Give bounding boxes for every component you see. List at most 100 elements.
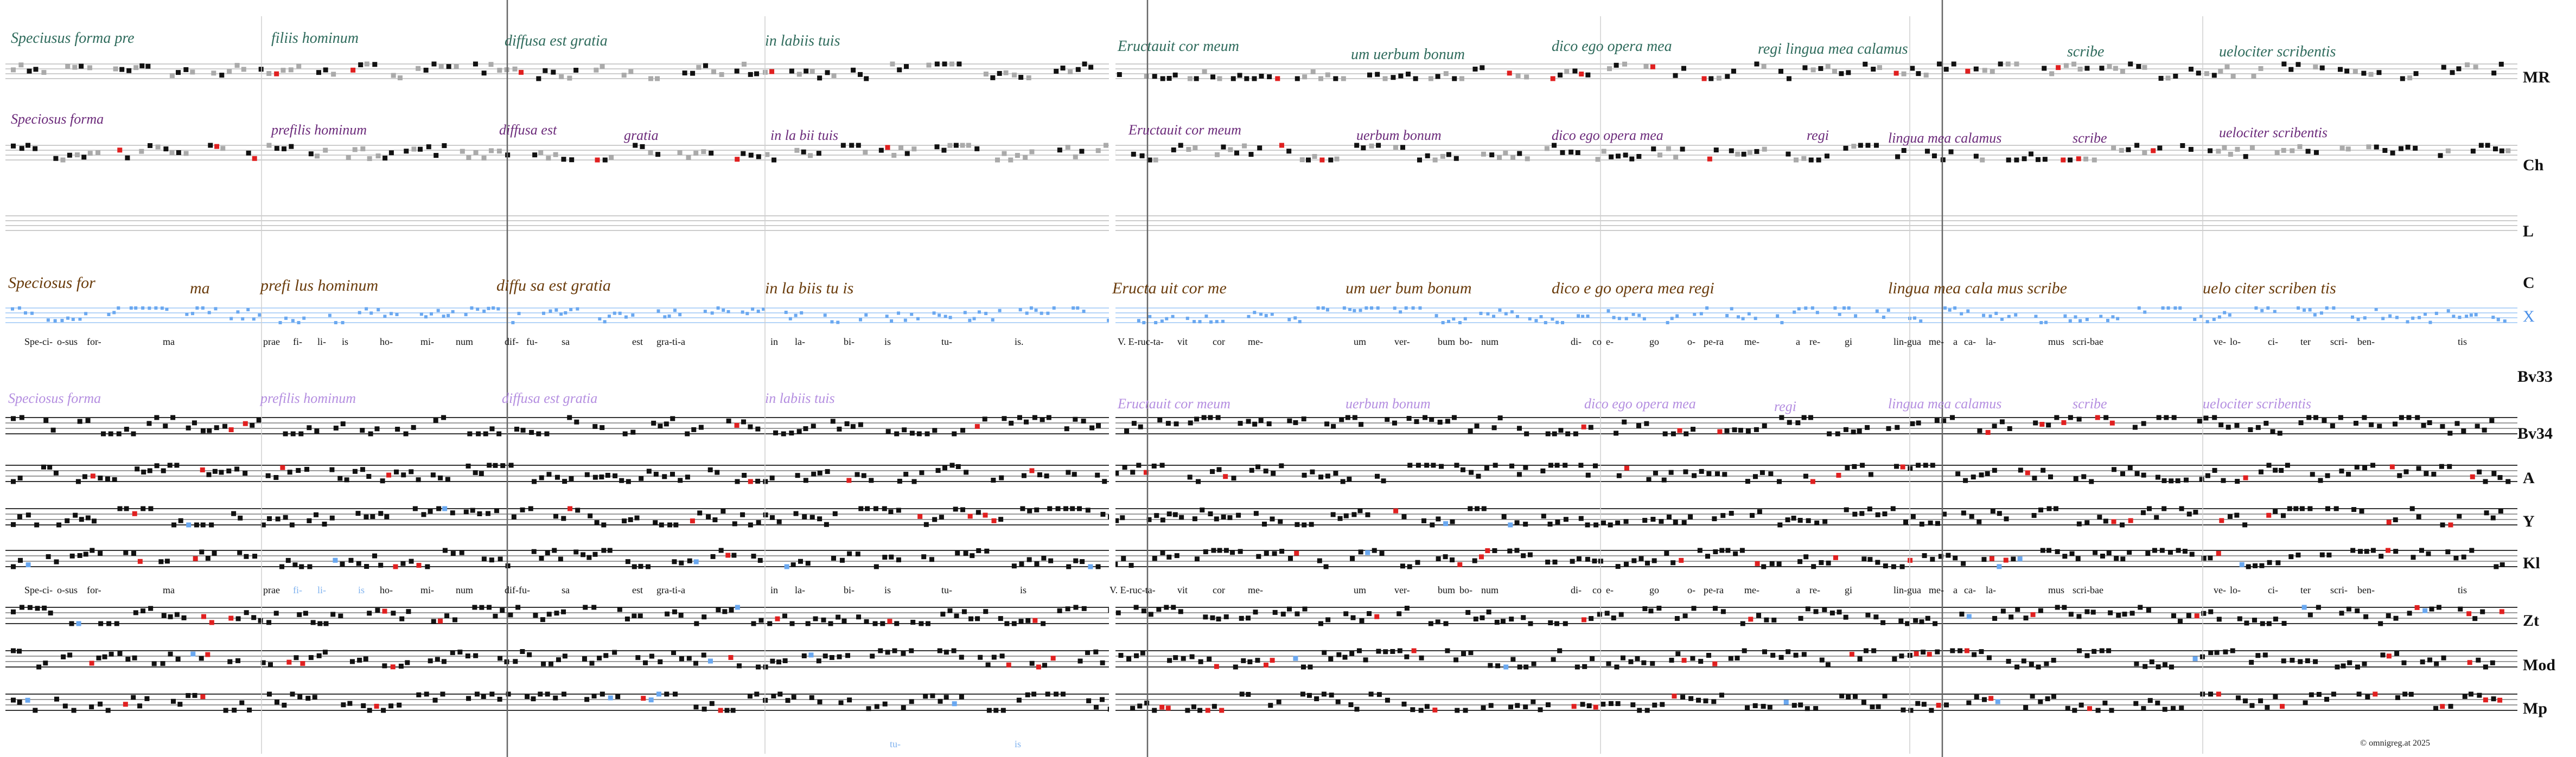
note-head (2011, 556, 2016, 562)
note-head (672, 559, 677, 564)
note-head (228, 427, 234, 433)
note-head (925, 621, 930, 626)
note-head (419, 312, 423, 316)
note-head (562, 479, 568, 484)
note-head (1357, 508, 1363, 514)
note-head (258, 67, 264, 72)
syllable: is (884, 585, 891, 595)
note-head (1819, 657, 1825, 663)
note-head (265, 473, 271, 478)
note-head (134, 306, 138, 310)
note-head (226, 469, 232, 474)
note-head (1154, 513, 1159, 518)
note-head (1843, 145, 1848, 151)
note-head (896, 508, 901, 513)
note-head (1421, 518, 1427, 523)
note-head (2309, 692, 2314, 697)
note-head (404, 149, 409, 154)
note-head (2042, 157, 2048, 162)
syllable: fi- (293, 585, 302, 595)
note-head (1997, 511, 2002, 516)
note-head (2228, 151, 2233, 157)
syllable: re- (1809, 585, 1820, 595)
note-head (1941, 418, 1947, 424)
note-head (405, 660, 410, 665)
note-head (137, 703, 143, 709)
note-head (1405, 72, 1411, 77)
note-head (1707, 156, 1712, 162)
note-head (2332, 306, 2336, 310)
note-head (141, 608, 146, 614)
note-head (1171, 147, 1176, 152)
note-head (2416, 514, 2421, 519)
note-head (1077, 658, 1083, 664)
note-head (1541, 514, 1546, 519)
note-head (993, 708, 999, 713)
note-head (98, 551, 103, 556)
note-head (154, 415, 160, 420)
note-head (1216, 467, 1222, 472)
note-head (1642, 317, 1646, 320)
note-head (1859, 511, 1865, 516)
note-head (416, 477, 421, 483)
note-head (802, 514, 807, 519)
note-head (1720, 609, 1726, 614)
note-head (1797, 518, 1803, 523)
note-head (942, 465, 947, 471)
note-head (653, 520, 658, 525)
note-head (266, 143, 272, 148)
note-head (2290, 658, 2295, 663)
note-head (1018, 308, 1022, 312)
note-head (2161, 506, 2167, 511)
note-head (2429, 606, 2434, 612)
note-head (2411, 316, 2415, 320)
note-head (228, 615, 234, 621)
note-head (2161, 478, 2167, 483)
note-head (2305, 658, 2310, 664)
note-head (48, 610, 53, 615)
note-head (1160, 319, 1164, 323)
syllable: ma (163, 585, 175, 595)
note-head (1808, 415, 1813, 420)
note-head (1193, 145, 1198, 150)
note-head (19, 605, 24, 610)
note-head (955, 550, 960, 556)
note-head (67, 152, 72, 158)
note-head (605, 472, 610, 478)
note-head (370, 514, 375, 519)
note-head (1465, 610, 1471, 615)
note-head (2077, 648, 2082, 653)
note-head (2318, 478, 2323, 483)
note-head (141, 506, 146, 511)
note-head (687, 558, 692, 563)
syllable: gi (1845, 336, 1853, 347)
note-head (223, 708, 228, 713)
note-head (158, 559, 164, 564)
note-head (887, 619, 892, 624)
note-head (388, 703, 394, 709)
note-head (430, 472, 436, 478)
note-head (1943, 306, 1947, 310)
note-head (1514, 520, 1520, 525)
note-head (844, 421, 850, 426)
note-head (2235, 695, 2241, 701)
note-head (1257, 145, 1263, 151)
note-head (2048, 474, 2054, 479)
note-head (1343, 513, 1349, 518)
note-head (1527, 552, 1533, 557)
note-head (1659, 519, 1664, 524)
note-head (2039, 422, 2045, 427)
note-head (27, 605, 33, 610)
note-head (1865, 425, 1870, 430)
note-head (2109, 708, 2114, 713)
note-head (1550, 76, 1555, 81)
note-head (941, 147, 947, 153)
note-head (1093, 704, 1099, 710)
note-head (978, 655, 983, 660)
note-head (2171, 705, 2176, 711)
note-head (1916, 420, 1921, 426)
note-head (2242, 522, 2248, 528)
note-head (1140, 650, 1145, 656)
note-head (2484, 510, 2489, 516)
note-head (1392, 420, 1397, 426)
